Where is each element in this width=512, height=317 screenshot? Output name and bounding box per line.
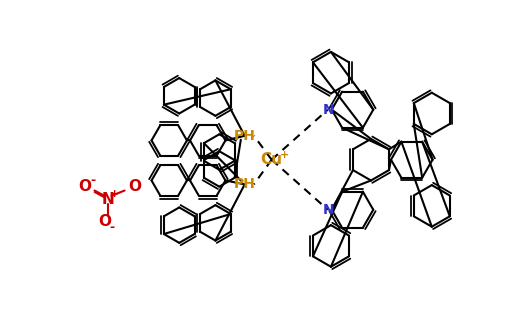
Text: O: O (78, 179, 91, 194)
Text: PH: PH (234, 129, 255, 143)
Text: -: - (91, 174, 96, 187)
Text: N: N (101, 192, 114, 207)
Text: N: N (323, 203, 334, 217)
Text: PH: PH (234, 177, 255, 191)
Text: O: O (98, 214, 111, 229)
Text: +: + (110, 189, 119, 199)
Text: +: + (280, 150, 289, 160)
Text: N: N (323, 103, 334, 117)
Text: O: O (128, 179, 141, 194)
Text: -: - (110, 221, 115, 234)
Text: Cu: Cu (261, 152, 283, 167)
